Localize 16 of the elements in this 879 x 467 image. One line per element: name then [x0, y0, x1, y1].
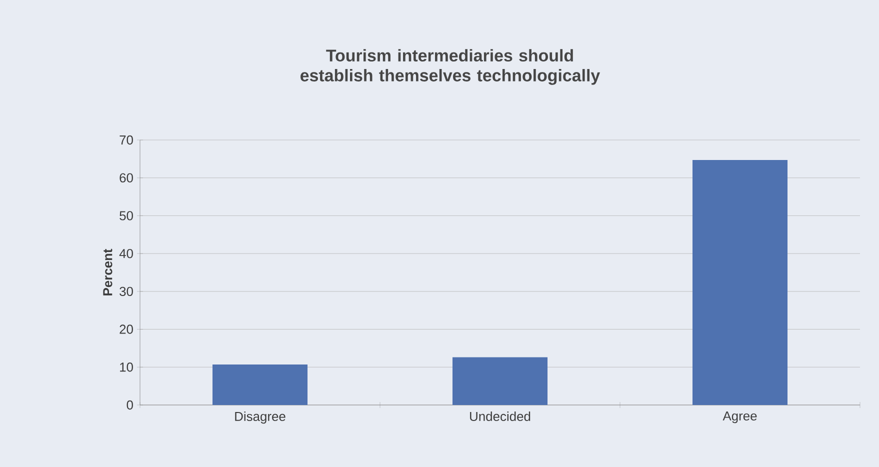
bar — [692, 160, 788, 405]
y-tick-label: 30 — [120, 286, 133, 296]
bar — [452, 357, 548, 405]
y-tick-label: 70 — [120, 135, 133, 145]
x-tick-label: Disagree — [235, 412, 286, 424]
bar — [212, 364, 308, 405]
chart-title: Tourism intermediaries should establish themselves technologically — [300, 49, 600, 85]
x-tick-label: Agree — [722, 412, 757, 424]
y-tick-label: 60 — [120, 173, 133, 182]
y-tick-label: 40 — [119, 248, 133, 258]
y-tick-label: 50 — [120, 211, 133, 220]
y-tick-label: 10 — [120, 362, 133, 372]
y-tick-label: 20 — [120, 324, 133, 334]
x-tick-label: Undecided — [470, 412, 530, 422]
y-axis-title: Percent — [103, 248, 112, 296]
y-tick-label: 0 — [126, 400, 133, 410]
